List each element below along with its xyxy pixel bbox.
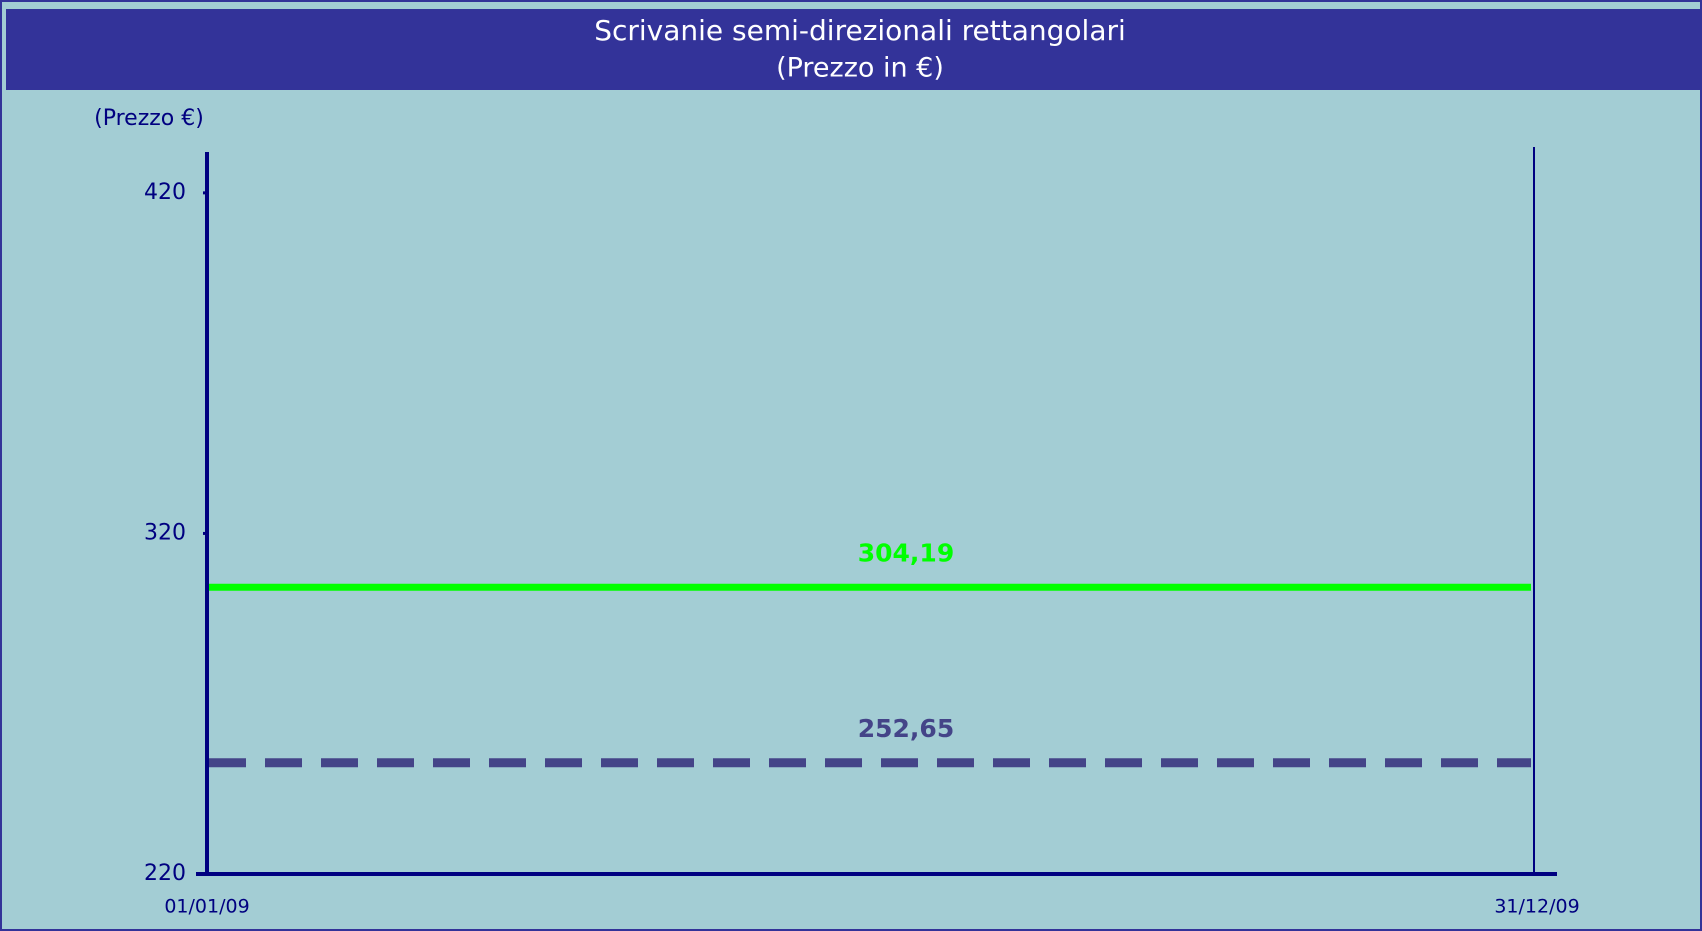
x-tick-label: 01/01/09: [164, 896, 249, 918]
y-tick-label: 320: [144, 520, 186, 545]
y-axis-label: (Prezzo €): [94, 106, 204, 131]
chart-title: Scrivanie semi-direzionali rettangolari: [594, 14, 1126, 47]
chart-subtitle: (Prezzo in €): [776, 53, 944, 84]
header: [6, 9, 1702, 90]
y-tick-label: 420: [144, 180, 186, 205]
data-label: 252,65: [858, 714, 954, 743]
y-tick-label: 220: [144, 861, 186, 886]
data-label: 304,19: [858, 538, 954, 567]
x-tick-label: 31/12/09: [1494, 896, 1579, 918]
